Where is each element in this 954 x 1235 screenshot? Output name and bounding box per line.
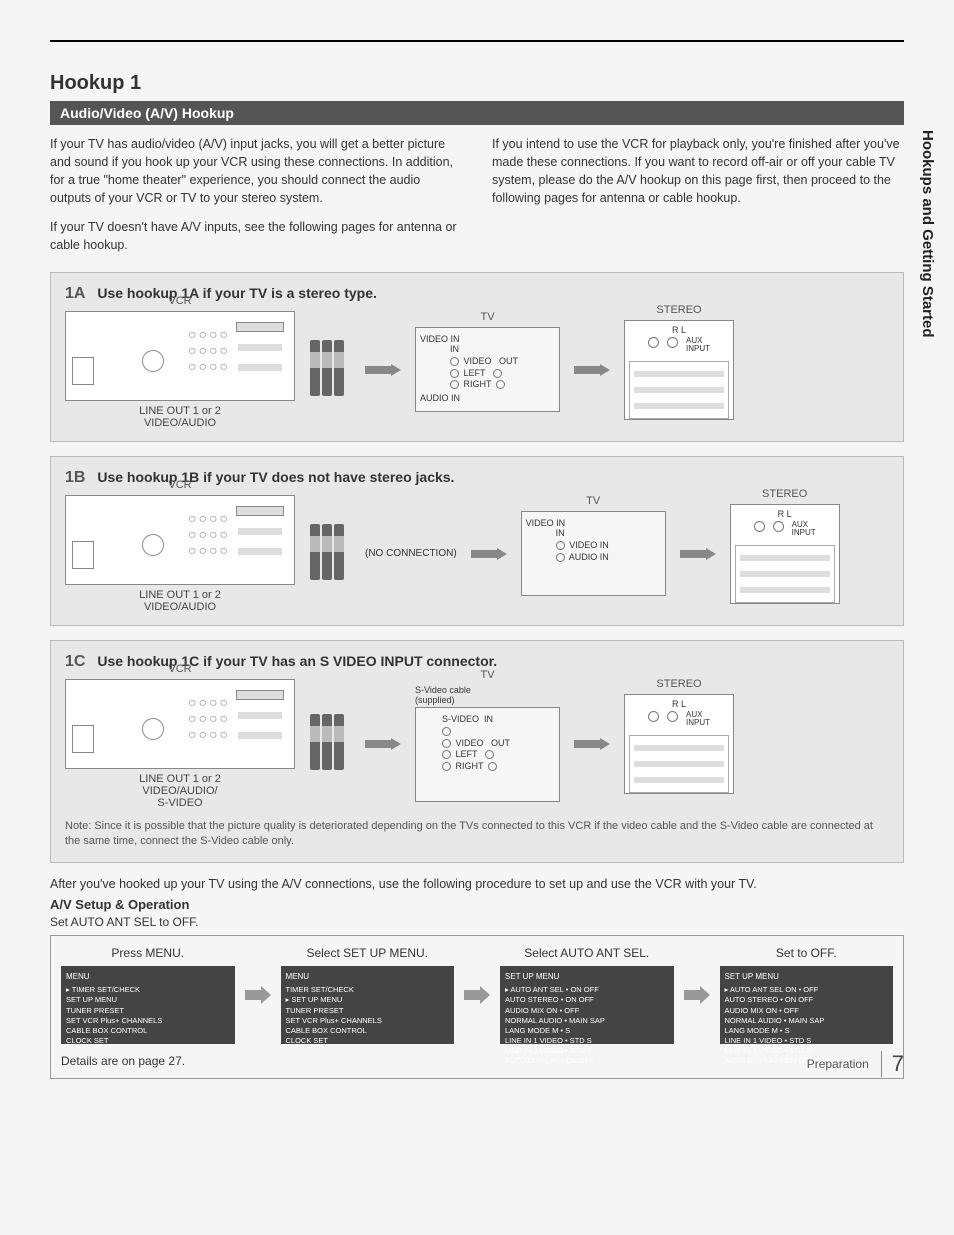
diagram-row-1a: VCR ○○○○○○○○○○○○ LINE OUT 1 or 2VIDEO/AU… [65, 311, 889, 429]
stereo-1c: STEREO R L AUXINPUT [624, 694, 734, 794]
lineout-1a: LINE OUT 1 or 2VIDEO/AUDIO [65, 405, 295, 429]
set-line: Set AUTO ANT SEL to OFF. [50, 915, 904, 929]
step-2-label: Select SET UP MENU. [281, 946, 455, 960]
top-rule [50, 40, 904, 42]
stereo-1a: STEREO R L AUXINPUT [624, 320, 734, 420]
tv-1b: TV VIDEO IN IN VIDEO IN AUDIO IN [521, 511, 666, 596]
tv-label-1a: TV [480, 311, 494, 323]
diagram-row-1c: VCR ○○○○○○○○○○○○ LINE OUT 1 or 2VIDEO/AU… [65, 679, 889, 809]
arrow-1a-1 [365, 364, 401, 376]
after-text: After you've hooked up your TV using the… [50, 877, 904, 891]
intro-left-p2: If your TV doesn't have A/V inputs, see … [50, 218, 462, 254]
intro-right: If you intend to use the VCR for playbac… [492, 135, 904, 254]
step-arrow-3 [684, 986, 710, 1004]
osd-3: SET UP MENU ▸ AUTO ANT SEL • ON OFF AUTO… [500, 966, 674, 1044]
plugs-1c [309, 714, 351, 774]
intro-left: If your TV has audio/video (A/V) input j… [50, 135, 462, 254]
plugs-1b [309, 524, 351, 584]
hookup-1c: 1C Use hookup 1C if your TV has an S VID… [50, 640, 904, 863]
page-number: 7 [881, 1051, 904, 1077]
step-1: Press MENU. MENU ▸ TIMER SET/CHECK SET U… [61, 946, 235, 1044]
vcr-1c: VCR ○○○○○○○○○○○○ LINE OUT 1 or 2VIDEO/AU… [65, 679, 295, 809]
hookup-text-1b: Use hookup 1B if your TV does not have s… [97, 469, 454, 485]
section-title: Hookup 1 [50, 72, 904, 95]
hookup-num-1a: 1A [65, 285, 85, 302]
step-4: Set to OFF. SET UP MENU ▸ AUTO ANT SEL O… [720, 946, 894, 1044]
manual-page: Hookups and Getting Started Hookup 1 Aud… [0, 0, 954, 1099]
osd-1: MENU ▸ TIMER SET/CHECK SET UP MENU TUNER… [61, 966, 235, 1044]
diagram-row-1b: VCR ○○○○○○○○○○○○ LINE OUT 1 or 2VIDEO/AU… [65, 495, 889, 613]
arrow-1c-1 [365, 738, 401, 750]
step-arrow-2 [464, 986, 490, 1004]
hookup-num-1c: 1C [65, 653, 85, 670]
tv-1c: TV S-Video cable(supplied) S-VIDEO IN VI… [415, 685, 560, 802]
hookup-num-1b: 1B [65, 469, 85, 486]
hookup-1b: 1B Use hookup 1B if your TV does not hav… [50, 456, 904, 626]
note-1c: Note: Since it is possible that the pict… [65, 819, 889, 850]
arrow-1c-2 [574, 738, 610, 750]
step-3: Select AUTO ANT SEL. SET UP MENU ▸ AUTO … [500, 946, 674, 1044]
osd-2: MENU TIMER SET/CHECK▸ SET UP MENU TUNER … [281, 966, 455, 1044]
noconn-1b: (NO CONNECTION) [365, 548, 457, 559]
hookup-text-1c: Use hookup 1C if your TV has an S VIDEO … [97, 653, 497, 669]
step-2: Select SET UP MENU. MENU TIMER SET/CHECK… [281, 946, 455, 1044]
side-tab: Hookups and Getting Started [919, 130, 936, 338]
osd-4: SET UP MENU ▸ AUTO ANT SEL ON • OFF AUTO… [720, 966, 894, 1044]
intro-right-p: If you intend to use the VCR for playbac… [492, 135, 904, 208]
videoin-1a: VIDEO IN [420, 334, 555, 344]
setup-title: A/V Setup & Operation [50, 897, 904, 912]
arrow-1b-2 [680, 548, 716, 560]
footer-prep: Preparation [807, 1057, 869, 1071]
lineout-1c: LINE OUT 1 or 2VIDEO/AUDIO/S-VIDEO [65, 773, 295, 809]
subtitle-bar: Audio/Video (A/V) Hookup [50, 101, 904, 125]
step-1-label: Press MENU. [61, 946, 235, 960]
step-4-label: Set to OFF. [720, 946, 894, 960]
vcr-1a: VCR ○○○○○○○○○○○○ LINE OUT 1 or 2VIDEO/AU… [65, 311, 295, 429]
intro-left-p1: If your TV has audio/video (A/V) input j… [50, 135, 462, 208]
setup-steps: Press MENU. MENU ▸ TIMER SET/CHECK SET U… [50, 935, 904, 1079]
hookup-1a: 1A Use hookup 1A if your TV is a stereo … [50, 272, 904, 442]
lineout-1b: LINE OUT 1 or 2VIDEO/AUDIO [65, 589, 295, 613]
step-3-label: Select AUTO ANT SEL. [500, 946, 674, 960]
stereo-label-1a: STEREO [656, 304, 701, 316]
tv-1a: TV VIDEO IN IN VIDEO OUT LEFT RIGHT AUDI… [415, 327, 560, 412]
arrow-1b-1 [471, 548, 507, 560]
vcr-label: VCR [168, 295, 191, 307]
step-arrow-1 [245, 986, 271, 1004]
hookup-text-1a: Use hookup 1A if your TV is a stereo typ… [97, 285, 377, 301]
plugs-1a [309, 340, 351, 400]
vcr-1b: VCR ○○○○○○○○○○○○ LINE OUT 1 or 2VIDEO/AU… [65, 495, 295, 613]
arrow-1a-2 [574, 364, 610, 376]
intro-columns: If your TV has audio/video (A/V) input j… [50, 135, 904, 254]
page-footer: Preparation 7 [807, 1051, 904, 1077]
audioin-1a: AUDIO IN [420, 393, 555, 403]
stereo-1b: STEREO R L AUXINPUT [730, 504, 840, 604]
